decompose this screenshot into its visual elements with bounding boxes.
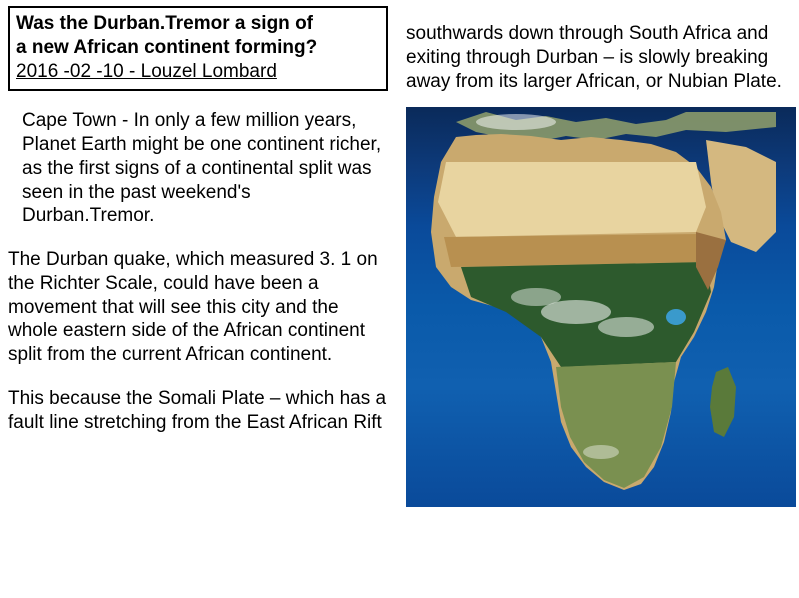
title-box: Was the Durban.Tremor a sign of a new Af… (8, 6, 388, 91)
paragraph-2: The Durban quake, which measured 3. 1 on… (8, 248, 388, 367)
page-container: Was the Durban.Tremor a sign of a new Af… (0, 0, 799, 598)
left-column: Was the Durban.Tremor a sign of a new Af… (8, 6, 388, 592)
africa-continent-shape (426, 112, 776, 502)
africa-satellite-image (406, 107, 796, 507)
cloud-shape (476, 114, 556, 130)
lake-victoria (666, 309, 686, 325)
paragraph-4: southwards down through South Africa and… (406, 6, 796, 93)
title-line-1: Was the Durban.Tremor a sign of (16, 12, 380, 36)
paragraph-3: This because the Somali Plate – which ha… (8, 387, 388, 435)
southern-africa-region (556, 362, 676, 488)
right-column: southwards down through South Africa and… (406, 6, 796, 592)
sahel-region (444, 234, 706, 267)
cloud-shape (598, 317, 654, 337)
sahara-region (438, 162, 706, 237)
title-line-2: a new African continent forming? (16, 36, 380, 60)
cloud-shape (511, 288, 561, 306)
date-author-line: 2016 -02 -10 - Louzel Lombard (16, 60, 380, 84)
paragraph-1: Cape Town - In only a few million years,… (8, 109, 388, 228)
madagascar-shape (710, 367, 736, 437)
cloud-shape (583, 445, 619, 459)
